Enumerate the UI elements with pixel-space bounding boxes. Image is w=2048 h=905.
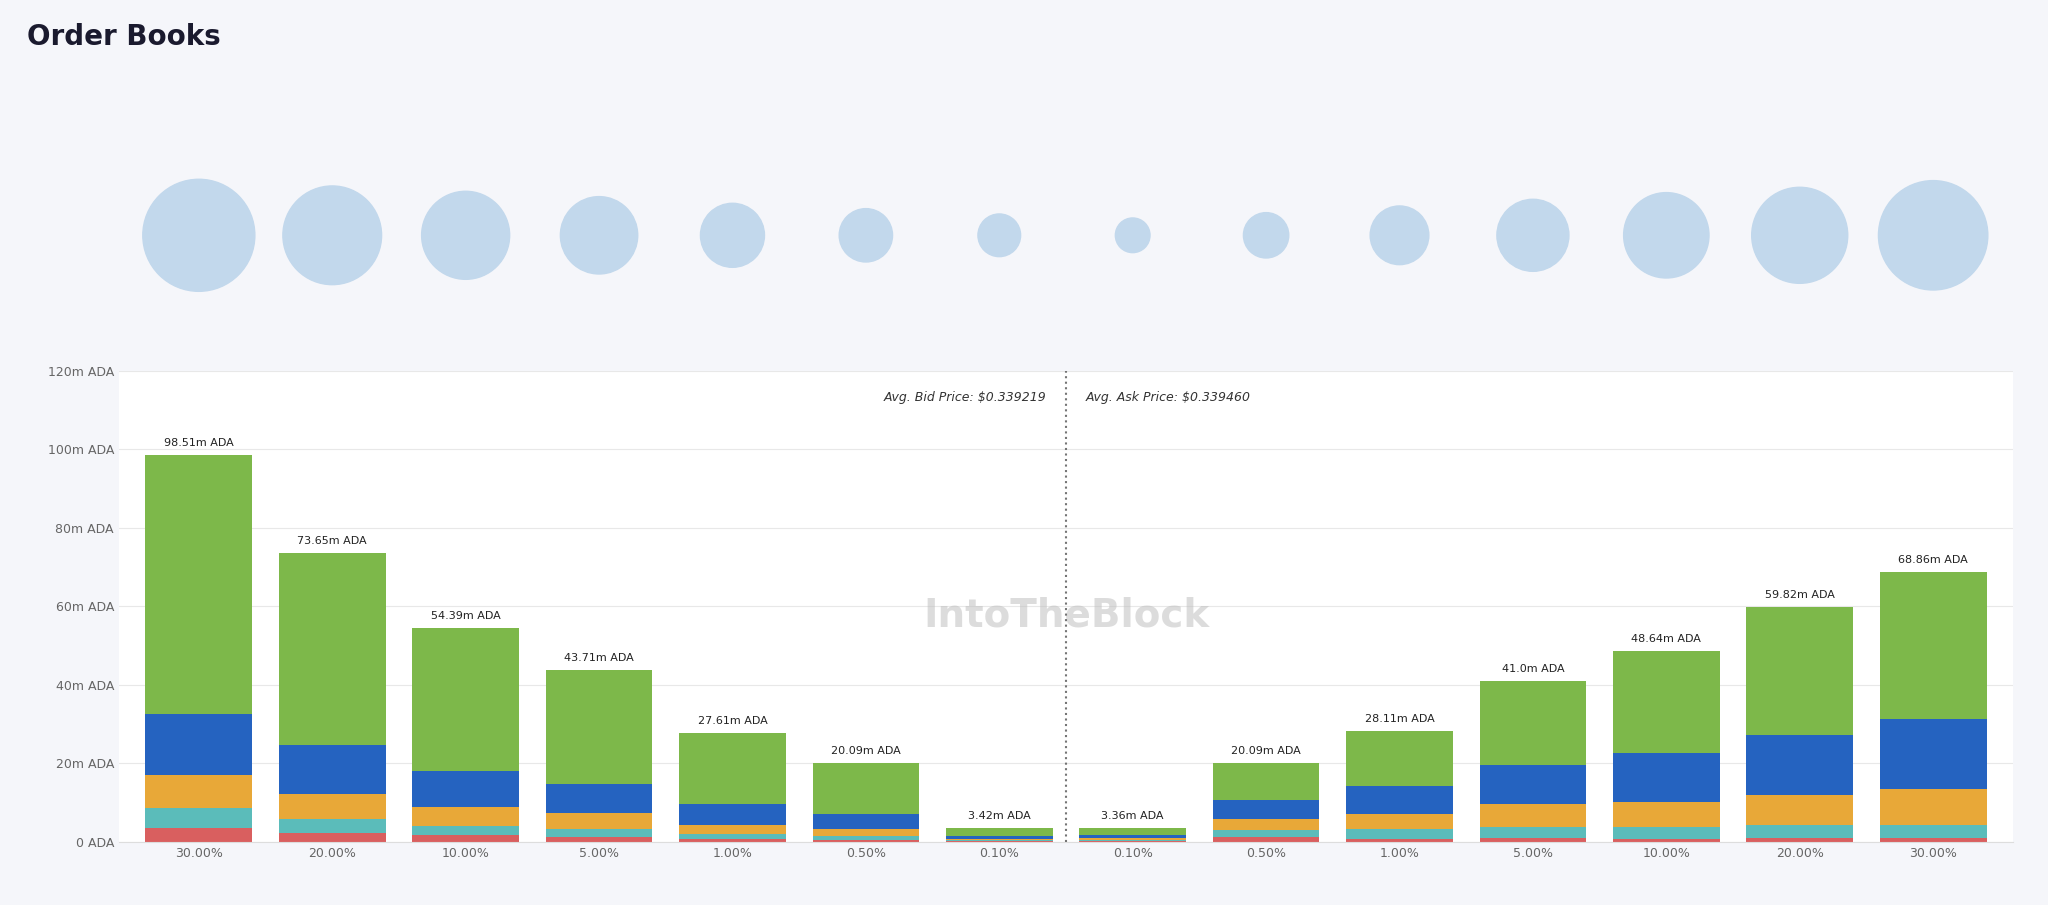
- Bar: [946, 828, 1053, 835]
- Bar: [813, 814, 920, 829]
- Bar: [1479, 805, 1587, 827]
- Text: 20.09m ADA: 20.09m ADA: [831, 746, 901, 756]
- Bar: [145, 775, 252, 808]
- Circle shape: [979, 214, 1020, 257]
- Bar: [1614, 651, 1720, 753]
- Text: 59.82m ADA: 59.82m ADA: [1765, 590, 1835, 600]
- Circle shape: [1370, 206, 1430, 264]
- Bar: [279, 745, 385, 794]
- Bar: [279, 794, 385, 820]
- Bar: [1479, 838, 1587, 842]
- Bar: [412, 628, 518, 771]
- Bar: [813, 829, 920, 836]
- Text: Avg. Ask Price: $0.339460: Avg. Ask Price: $0.339460: [1085, 391, 1251, 404]
- Text: Order Books: Order Books: [27, 23, 221, 51]
- Text: 28.11m ADA: 28.11m ADA: [1364, 714, 1434, 724]
- Text: IntoTheBlock: IntoTheBlock: [924, 596, 1208, 634]
- Bar: [412, 771, 518, 806]
- Bar: [1212, 819, 1319, 830]
- Bar: [813, 763, 920, 814]
- Bar: [1212, 800, 1319, 819]
- Bar: [545, 784, 653, 814]
- Bar: [279, 834, 385, 842]
- Bar: [1614, 802, 1720, 827]
- Circle shape: [840, 209, 893, 262]
- Bar: [813, 836, 920, 840]
- Bar: [545, 837, 653, 842]
- Bar: [545, 829, 653, 837]
- Bar: [545, 814, 653, 829]
- Bar: [1614, 827, 1720, 839]
- Text: 98.51m ADA: 98.51m ADA: [164, 438, 233, 448]
- Bar: [1880, 572, 1987, 719]
- Bar: [1747, 824, 1853, 838]
- Text: 43.71m ADA: 43.71m ADA: [563, 653, 635, 663]
- Bar: [412, 835, 518, 842]
- Bar: [1614, 753, 1720, 802]
- Bar: [680, 733, 786, 804]
- Bar: [145, 714, 252, 775]
- Text: 54.39m ADA: 54.39m ADA: [430, 611, 500, 622]
- Bar: [279, 820, 385, 834]
- Bar: [1346, 839, 1452, 842]
- Bar: [1747, 838, 1853, 842]
- Bar: [412, 825, 518, 835]
- Bar: [1747, 795, 1853, 824]
- Bar: [1880, 824, 1987, 838]
- Circle shape: [1751, 187, 1847, 283]
- Circle shape: [1116, 218, 1151, 252]
- Circle shape: [1878, 181, 1989, 290]
- Text: 3.36m ADA: 3.36m ADA: [1102, 812, 1163, 822]
- Bar: [1747, 735, 1853, 795]
- Bar: [1880, 789, 1987, 824]
- Text: 73.65m ADA: 73.65m ADA: [297, 536, 367, 546]
- Circle shape: [700, 204, 764, 267]
- Circle shape: [1243, 213, 1288, 258]
- Bar: [1880, 838, 1987, 842]
- Bar: [1212, 830, 1319, 837]
- Bar: [145, 828, 252, 842]
- Circle shape: [283, 186, 381, 285]
- Bar: [1212, 763, 1319, 800]
- Bar: [1479, 766, 1587, 805]
- Text: 27.61m ADA: 27.61m ADA: [698, 717, 768, 727]
- Text: 3.42m ADA: 3.42m ADA: [969, 811, 1030, 821]
- Bar: [1880, 719, 1987, 789]
- Bar: [1212, 837, 1319, 842]
- Text: 41.0m ADA: 41.0m ADA: [1501, 663, 1565, 674]
- Bar: [1479, 827, 1587, 838]
- Bar: [1079, 835, 1186, 838]
- Bar: [1346, 786, 1452, 814]
- Bar: [1747, 607, 1853, 735]
- Bar: [1479, 681, 1587, 765]
- Bar: [680, 839, 786, 842]
- Circle shape: [1624, 193, 1708, 278]
- Circle shape: [561, 196, 637, 274]
- Bar: [680, 834, 786, 839]
- Bar: [545, 671, 653, 784]
- Bar: [946, 835, 1053, 839]
- Circle shape: [422, 191, 510, 280]
- Bar: [412, 806, 518, 825]
- Bar: [1079, 841, 1186, 842]
- Bar: [813, 840, 920, 842]
- Text: 48.64m ADA: 48.64m ADA: [1632, 634, 1702, 643]
- Bar: [1346, 814, 1452, 830]
- Bar: [145, 455, 252, 714]
- Bar: [1079, 838, 1186, 840]
- Bar: [680, 824, 786, 834]
- Text: Avg. Bid Price: $0.339219: Avg. Bid Price: $0.339219: [883, 391, 1047, 404]
- Bar: [1614, 839, 1720, 842]
- Bar: [279, 553, 385, 745]
- Circle shape: [1497, 199, 1569, 272]
- Bar: [1079, 828, 1186, 835]
- Text: 20.09m ADA: 20.09m ADA: [1231, 746, 1300, 756]
- Circle shape: [143, 179, 254, 291]
- Text: 68.86m ADA: 68.86m ADA: [1898, 555, 1968, 565]
- Bar: [145, 808, 252, 828]
- Bar: [946, 839, 1053, 840]
- Bar: [1346, 731, 1452, 786]
- Bar: [680, 804, 786, 824]
- Bar: [1346, 830, 1452, 839]
